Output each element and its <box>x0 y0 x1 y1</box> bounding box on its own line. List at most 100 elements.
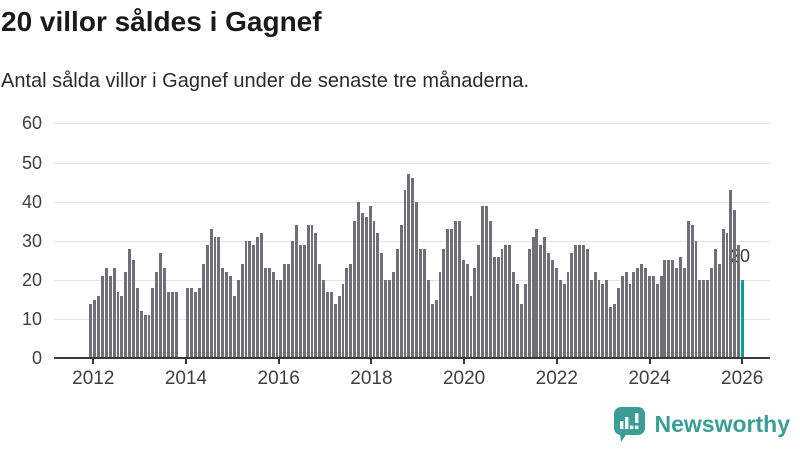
bar <box>430 303 434 359</box>
bar <box>198 287 201 359</box>
bar <box>155 272 159 359</box>
bar <box>636 268 640 359</box>
bar <box>512 272 516 359</box>
bar <box>345 268 349 359</box>
y-axis-label-0: 0 <box>31 348 42 369</box>
bar <box>225 272 229 359</box>
newsworthy-logo-icon <box>613 407 645 442</box>
bar <box>349 264 353 359</box>
bar <box>190 287 194 359</box>
bar <box>306 225 310 359</box>
bar <box>659 276 663 359</box>
bar <box>147 315 151 359</box>
x-axis-label-2012: 2012 <box>72 368 115 389</box>
x-axis-tick-2014 <box>185 359 187 364</box>
bar <box>271 272 275 359</box>
x-axis-label-2024: 2024 <box>628 368 671 389</box>
bar <box>364 217 368 359</box>
bar <box>357 201 360 359</box>
bar <box>675 268 679 359</box>
bar <box>554 268 558 359</box>
bar <box>647 276 651 359</box>
bar <box>454 221 457 359</box>
bar <box>717 264 721 359</box>
bar <box>539 244 543 359</box>
bar <box>97 295 101 359</box>
bar <box>163 268 166 359</box>
x-axis-label-2018: 2018 <box>350 368 393 389</box>
bar <box>547 252 550 359</box>
bar <box>248 240 252 359</box>
bar <box>256 236 260 359</box>
bar <box>508 244 512 359</box>
bar <box>395 248 399 359</box>
y-axis-label-30: 30 <box>21 230 42 251</box>
bar <box>578 244 582 359</box>
bar <box>333 303 337 359</box>
x-axis-label-2020: 2020 <box>442 368 486 389</box>
bar <box>159 252 163 359</box>
x-axis-tick-2026 <box>741 359 744 364</box>
bar <box>391 272 395 359</box>
y-axis-label-40: 40 <box>21 191 42 212</box>
bar <box>279 280 283 359</box>
bar <box>477 244 481 359</box>
bar <box>725 233 729 359</box>
bar <box>337 295 341 359</box>
bar <box>446 229 450 359</box>
bar <box>585 248 589 359</box>
x-axis-tick-2024 <box>648 359 651 364</box>
bar <box>213 236 217 359</box>
x-axis-label-2026: 2026 <box>721 368 764 389</box>
bar <box>310 225 314 359</box>
bar <box>562 283 566 359</box>
bar <box>419 248 422 359</box>
bar <box>624 272 628 359</box>
bar <box>294 225 298 359</box>
bar <box>667 260 671 359</box>
bar <box>597 280 601 359</box>
bar <box>434 299 438 359</box>
bar <box>104 268 108 359</box>
gridline-50 <box>54 162 770 164</box>
bar <box>380 252 384 359</box>
bar <box>318 264 322 359</box>
bar <box>531 236 535 359</box>
x-axis-line <box>54 357 770 360</box>
bar <box>415 201 419 359</box>
bar <box>403 189 407 359</box>
bar <box>353 221 357 359</box>
bar <box>558 280 562 359</box>
bar <box>663 260 667 359</box>
bar <box>407 174 411 359</box>
bar <box>151 287 155 359</box>
x-axis-label-2022: 2022 <box>535 368 578 389</box>
x-axis-label-2016: 2016 <box>257 368 300 389</box>
bar <box>426 280 430 359</box>
bar <box>438 272 442 359</box>
y-axis-label-50: 50 <box>21 152 42 173</box>
bar <box>132 260 135 359</box>
bar <box>291 240 294 359</box>
bar <box>302 244 306 359</box>
bar <box>516 283 519 359</box>
bar <box>194 291 198 359</box>
bar <box>601 283 605 359</box>
bar <box>205 244 209 359</box>
bar <box>729 189 733 359</box>
bar <box>186 287 190 359</box>
bar <box>651 276 655 359</box>
x-axis-tick-2012 <box>92 359 95 364</box>
bar <box>267 268 271 359</box>
bar <box>706 280 710 359</box>
bar <box>640 264 644 359</box>
bar <box>329 291 333 359</box>
y-axis-label-10: 10 <box>21 309 42 330</box>
bar <box>372 221 376 359</box>
bar <box>679 256 682 359</box>
bar <box>465 264 469 359</box>
bar <box>139 311 143 359</box>
bar <box>628 283 632 359</box>
bar <box>488 221 492 359</box>
